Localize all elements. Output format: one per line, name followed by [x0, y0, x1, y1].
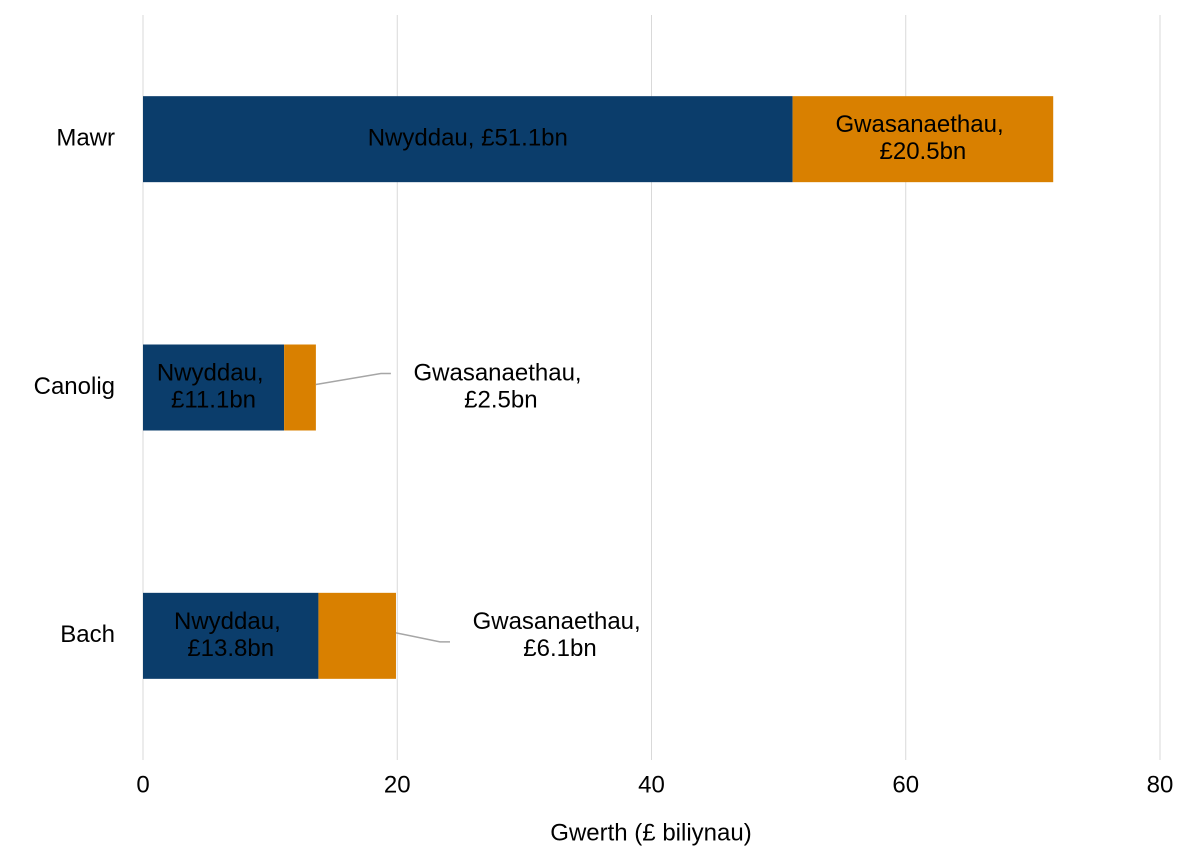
x-tick-label: 20 — [384, 771, 411, 798]
data-label: Gwasanaethau, £20.5bn — [836, 112, 1011, 166]
bar-segment — [284, 344, 316, 431]
data-label: Gwasanaethau, £2.5bn — [413, 360, 588, 414]
x-axis-title: Gwerth (£ biliynau) — [550, 819, 751, 846]
data-label-line: £11.1bn — [171, 387, 256, 414]
data-label-line: Nwyddau, — [174, 608, 287, 635]
data-label: Nwyddau, £51.1bn — [368, 125, 568, 152]
x-tick-label: 0 — [136, 771, 149, 798]
y-tick-label: Bach — [60, 621, 115, 648]
bar-segment — [143, 344, 285, 431]
data-label-line: £2.5bn — [464, 387, 537, 414]
data-label: Nwyddau, £13.8bn — [174, 608, 287, 662]
bar-segment — [143, 96, 793, 183]
y-tick-label: Mawr — [56, 125, 115, 152]
data-label: Gwasanaethau, £6.1bn — [473, 608, 648, 662]
x-tick-label: 40 — [638, 771, 665, 798]
x-tick-label: 80 — [1147, 771, 1174, 798]
data-label-line: £20.5bn — [880, 139, 967, 166]
leader-line — [395, 632, 450, 643]
data-label-line: £13.8bn — [187, 635, 274, 662]
data-label-line: Nwyddau, — [157, 360, 270, 387]
data-label-line: Gwasanaethau, — [836, 112, 1011, 139]
x-tick-label: 60 — [892, 771, 919, 798]
data-label-line: Gwasanaethau, — [413, 360, 588, 387]
data-label-line: Gwasanaethau, — [473, 608, 648, 635]
data-label: Nwyddau, £11.1bn — [157, 360, 270, 414]
bar-segment — [318, 592, 396, 679]
leader-line — [315, 372, 391, 386]
bar-segment — [792, 96, 1054, 183]
y-tick-label: Canolig — [34, 373, 115, 400]
data-label-line: £6.1bn — [523, 635, 596, 662]
bar-segment — [143, 592, 319, 679]
